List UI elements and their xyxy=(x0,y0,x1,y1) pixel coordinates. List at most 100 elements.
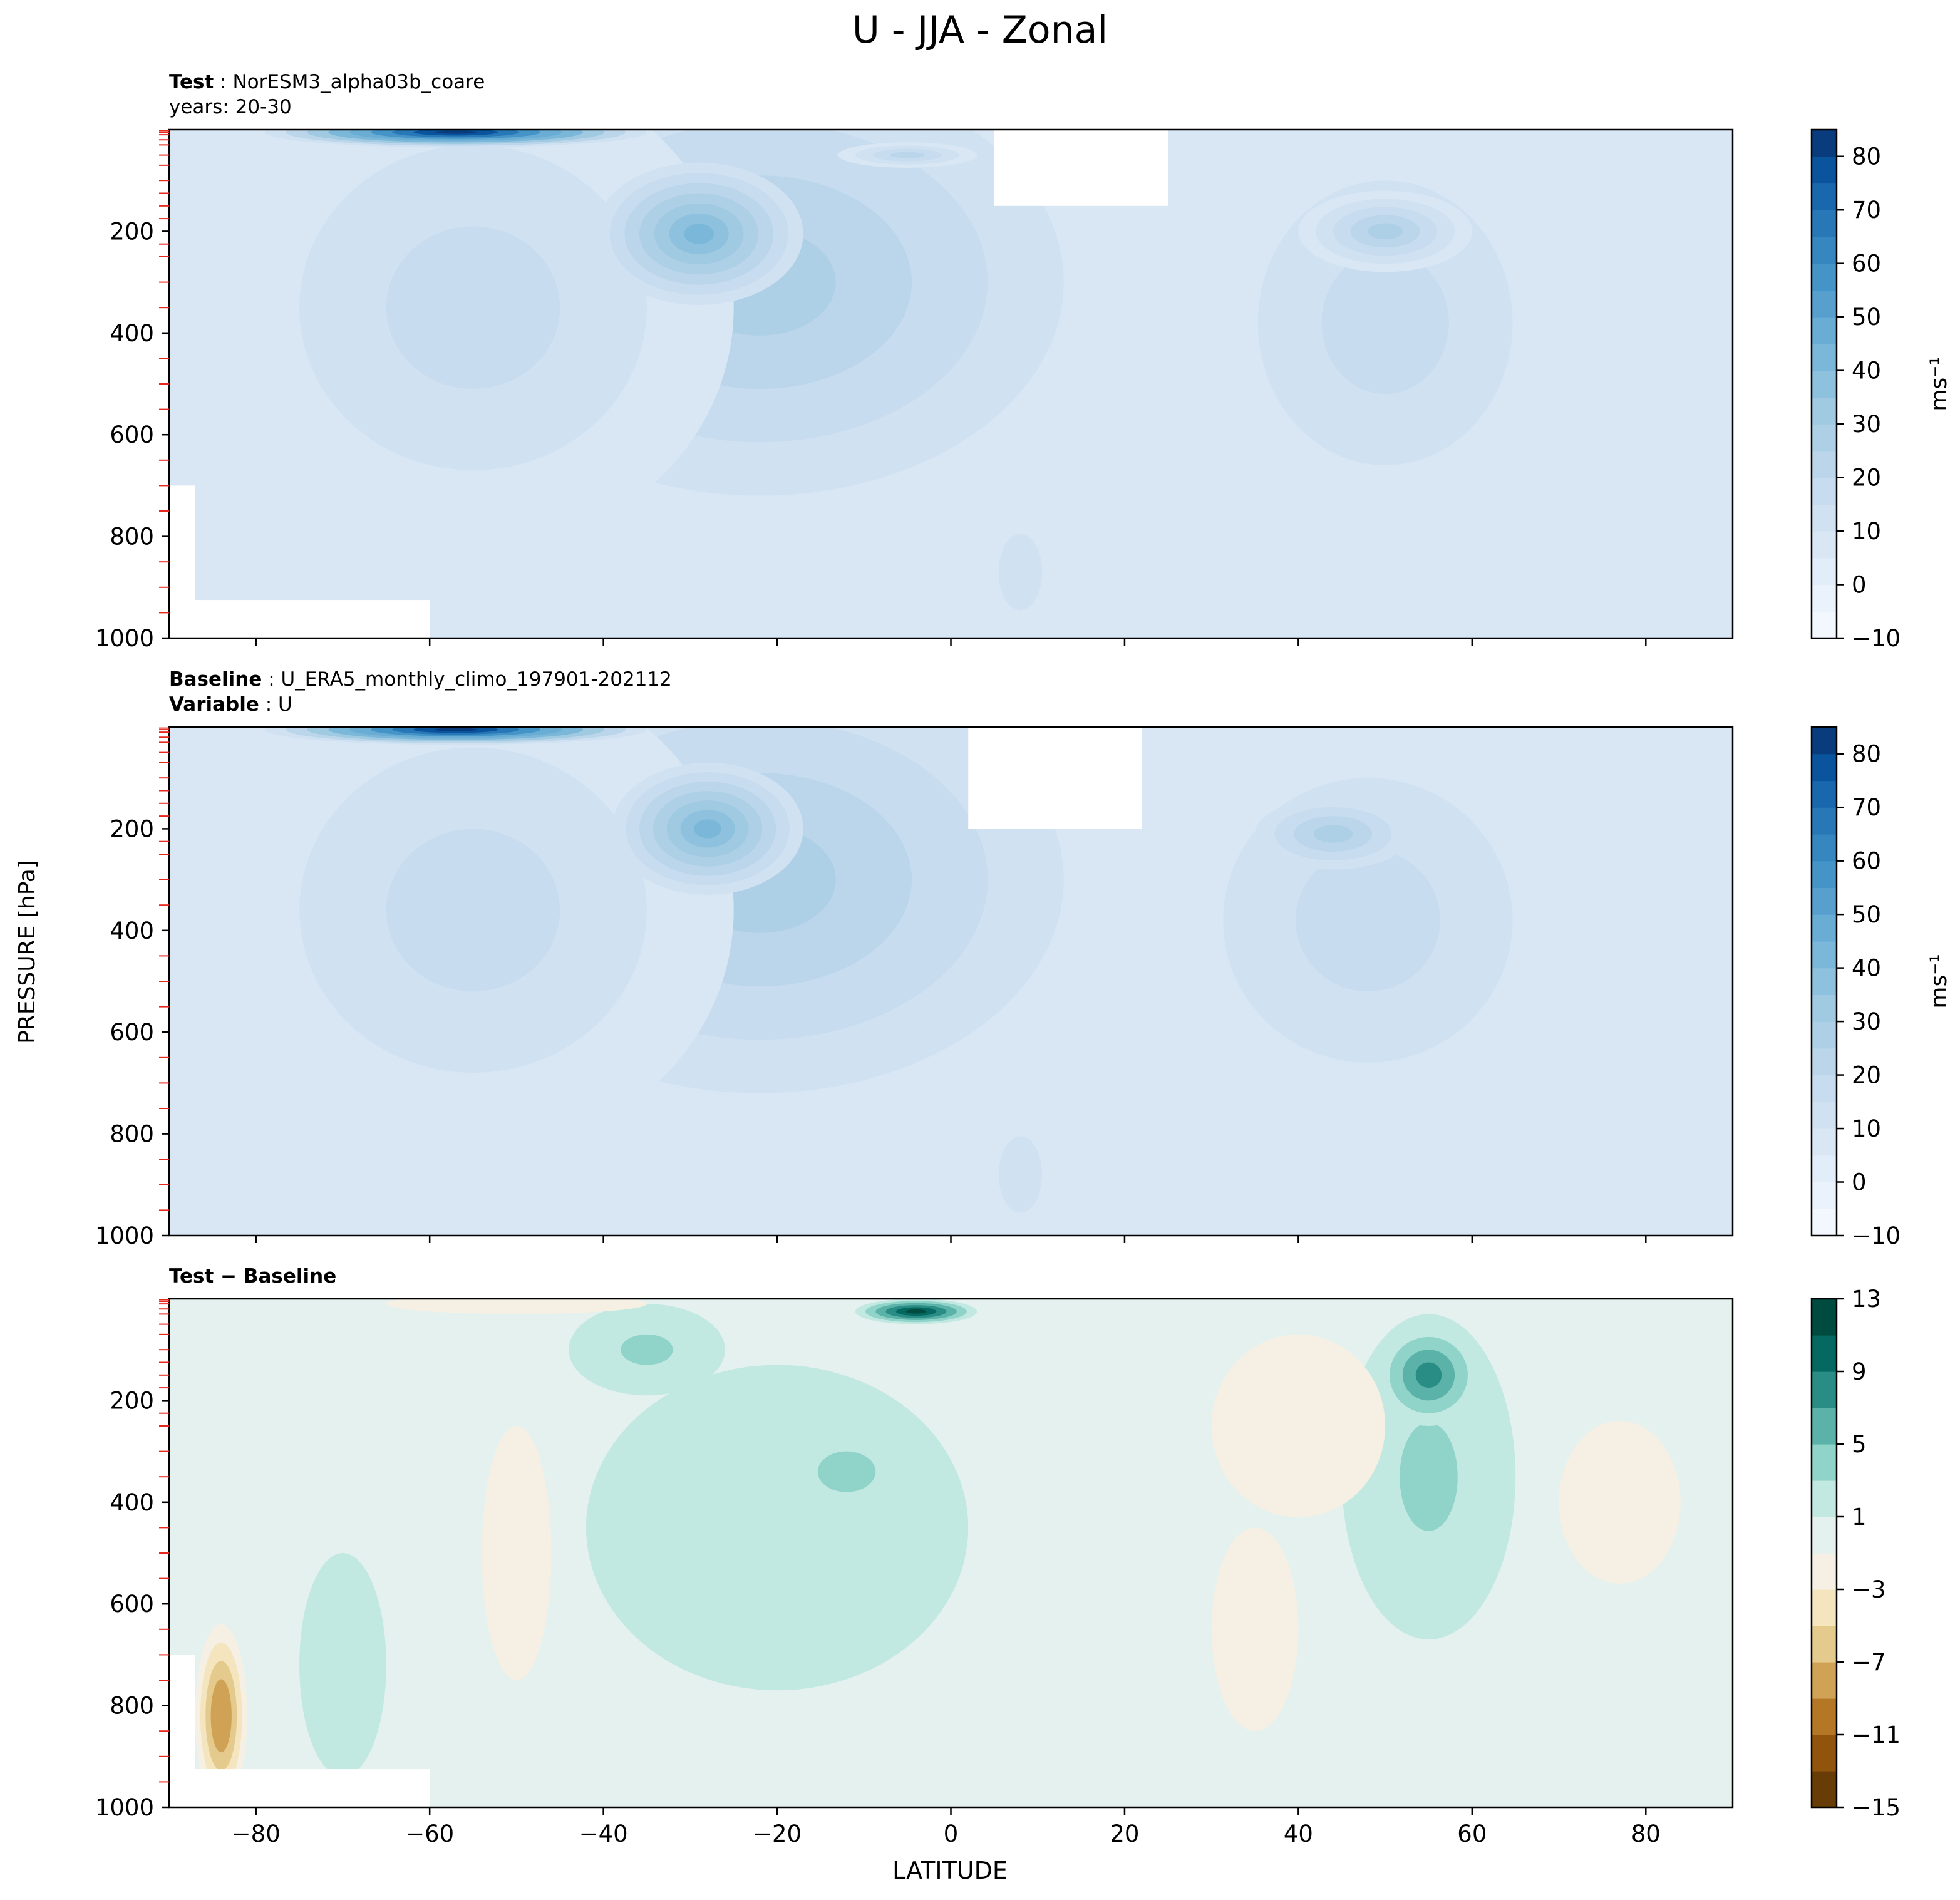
contour-band xyxy=(905,1309,927,1314)
x-tick-label: 0 xyxy=(944,1820,959,1847)
colorbar-tick-label: −10 xyxy=(1852,625,1901,652)
y-tick-label: 800 xyxy=(110,1693,154,1720)
contour-band xyxy=(621,1334,673,1365)
panel-header-line: Test : NorESM3_alpha03b_coare xyxy=(169,71,485,93)
colorbar-segment xyxy=(1812,1626,1837,1663)
panel-header-line: Variable : U xyxy=(169,693,292,716)
colorbar-tick-label: 60 xyxy=(1852,848,1881,875)
masked-region xyxy=(994,130,1168,206)
contour-band xyxy=(321,1609,365,1721)
colorbar-segment xyxy=(1812,130,1837,157)
x-tick-label: 20 xyxy=(1110,1820,1139,1847)
colorbar-tick-label: 0 xyxy=(1852,1169,1867,1196)
colorbar-segment xyxy=(1812,1021,1837,1049)
y-tick-label: 400 xyxy=(110,1489,154,1516)
colorbar-segment xyxy=(1812,397,1837,425)
contour-field xyxy=(169,130,1733,638)
colorbar-segment xyxy=(1812,1299,1837,1336)
contour-band xyxy=(386,829,560,992)
panel-header-sep: : xyxy=(262,668,281,691)
contour-band xyxy=(451,1299,582,1309)
colorbar-segment xyxy=(1812,1075,1837,1102)
contour-band xyxy=(215,1697,227,1735)
colorbar-segment xyxy=(1812,210,1837,237)
contour-band xyxy=(1295,849,1440,992)
colorbar-segment xyxy=(1812,1335,1837,1372)
colorbar-tick-label: 50 xyxy=(1852,901,1881,928)
shared-y-axis-label: PRESSURE [hPa] xyxy=(14,860,40,1044)
panel-header-key: Baseline xyxy=(169,668,262,691)
x-tick-label: −60 xyxy=(405,1820,454,1847)
colorbar-segment xyxy=(1812,753,1837,782)
y-tick-label: 1000 xyxy=(95,1222,154,1249)
colorbar-segment xyxy=(1812,1480,1837,1517)
masked-region xyxy=(169,1655,195,1807)
masked-region xyxy=(169,1769,430,1807)
panels: Test : NorESM3_alpha03b_coare years: 20-3… xyxy=(95,71,1952,1847)
panel-header-key: Test xyxy=(169,71,214,93)
colorbar-segment xyxy=(1812,263,1837,291)
contour-band xyxy=(1589,1461,1651,1543)
colorbar-tick-label: 20 xyxy=(1852,465,1881,492)
colorbar-tick-label: 40 xyxy=(1852,955,1881,982)
contour-band xyxy=(817,1451,876,1492)
colorbar-tick-label: −11 xyxy=(1852,1722,1901,1748)
x-tick-label: 80 xyxy=(1631,1820,1661,1847)
colorbar-segment xyxy=(1812,807,1837,835)
colorbar: −15 −11 −7 −3 1 5 9 13 xyxy=(1810,1286,1901,1821)
colorbar: −10 0 10 20 30 40 50 60 70 80 ms⁻¹ xyxy=(1810,128,1952,652)
y-tick-label: 800 xyxy=(110,1121,154,1148)
colorbar-tick-label: 30 xyxy=(1852,411,1881,438)
y-tick-label: 600 xyxy=(110,1591,154,1618)
contour-band xyxy=(694,819,721,839)
contour-field xyxy=(169,1299,1733,1807)
x-tick-label: −20 xyxy=(753,1820,802,1847)
contour-band xyxy=(1255,1380,1342,1472)
colorbar-tick-label: 0 xyxy=(1852,572,1867,599)
panel-header-line: Test − Baseline xyxy=(169,1265,336,1288)
colorbar-segment xyxy=(1812,584,1837,612)
y-tick-label: 400 xyxy=(110,917,154,944)
panel-header-value: U_ERA5_monthly_climo_197901-202112 xyxy=(281,668,672,691)
contour-band xyxy=(482,1426,552,1680)
y-tick-label: 600 xyxy=(110,421,154,448)
colorbar-segment xyxy=(1812,1517,1837,1554)
colorbar-segment xyxy=(1812,1408,1837,1445)
colorbar-tick-label: 5 xyxy=(1852,1431,1867,1458)
y-tick-label: 1000 xyxy=(95,625,154,652)
x-tick-label: 40 xyxy=(1284,1820,1313,1847)
panel-header-value: U xyxy=(278,693,292,716)
y-tick-label: 400 xyxy=(110,320,154,347)
contour-band xyxy=(1321,251,1449,395)
contour-band xyxy=(684,224,714,244)
figure-title: U - JJA - Zonal xyxy=(852,8,1108,52)
colorbar: −10 0 10 20 30 40 50 60 70 80 ms⁻¹ xyxy=(1810,726,1952,1249)
colorbar-segment xyxy=(1812,1128,1837,1156)
panel-header-key: Variable xyxy=(169,693,259,716)
colorbar-tick-label: 10 xyxy=(1852,518,1881,545)
colorbar-segment xyxy=(1812,1155,1837,1183)
colorbar-segment xyxy=(1812,1209,1837,1236)
colorbar-segment xyxy=(1812,504,1837,532)
panel-header-value: NorESM3_alpha03b_coare xyxy=(232,71,485,93)
contour-band xyxy=(1211,1527,1299,1732)
colorbar-tick-label: 9 xyxy=(1852,1358,1867,1385)
colorbar-segment xyxy=(1812,1589,1837,1626)
colorbar-segment xyxy=(1812,156,1837,184)
colorbar-segment xyxy=(1812,1553,1837,1590)
colorbar-segment xyxy=(1812,1102,1837,1129)
contour-band xyxy=(890,152,925,158)
colorbar-tick-label: 60 xyxy=(1852,250,1881,277)
colorbar-tick-label: 80 xyxy=(1852,143,1881,170)
colorbar-segment xyxy=(1812,317,1837,344)
colorbar-segment xyxy=(1812,183,1837,210)
masked-region xyxy=(169,485,195,638)
colorbar-segment xyxy=(1812,290,1837,318)
colorbar-tick-label: 70 xyxy=(1852,197,1881,224)
colorbar-segment xyxy=(1812,968,1837,995)
colorbar-tick-label: 70 xyxy=(1852,794,1881,821)
colorbar-tick-label: 80 xyxy=(1852,741,1881,768)
colorbar-segment xyxy=(1812,531,1837,559)
y-tick-label: 200 xyxy=(110,815,154,842)
colorbar-tick-label: 20 xyxy=(1852,1062,1881,1089)
